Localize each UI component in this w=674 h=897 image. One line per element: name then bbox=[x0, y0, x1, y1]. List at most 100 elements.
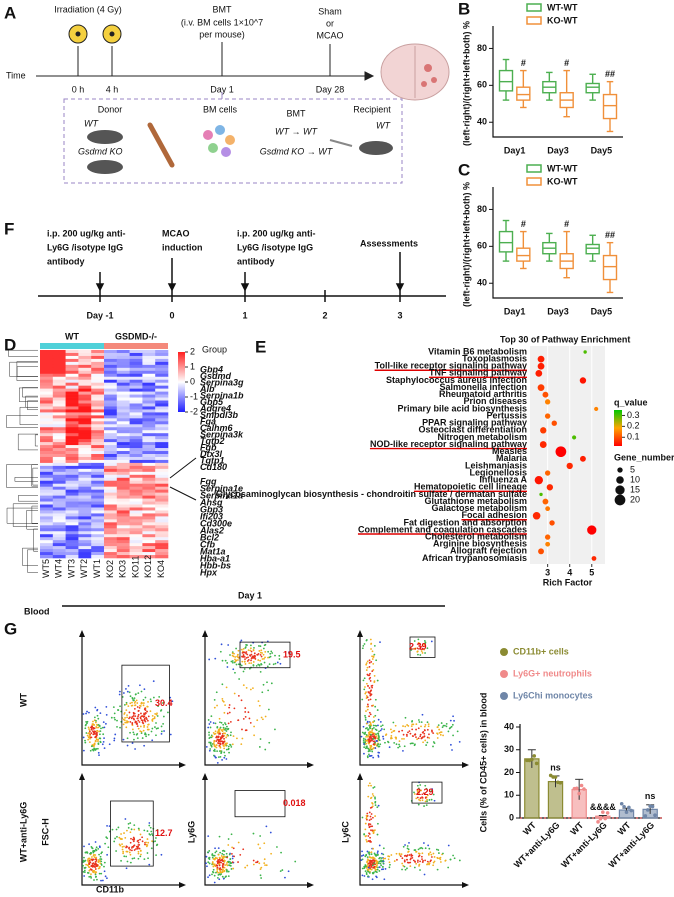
event-dot bbox=[123, 855, 126, 858]
row-label: WT+anti-Ly6G bbox=[18, 802, 28, 862]
box bbox=[585, 82, 600, 94]
event-dot bbox=[90, 856, 93, 858]
event-dot bbox=[376, 868, 379, 871]
heatmap-cell bbox=[155, 367, 169, 372]
event-dot bbox=[134, 715, 137, 718]
event-dot bbox=[90, 736, 93, 739]
event-dot bbox=[98, 730, 100, 733]
heatmap-cell bbox=[65, 480, 79, 485]
heatmap-cell bbox=[155, 498, 169, 502]
event-dot bbox=[218, 856, 221, 859]
event-dot bbox=[404, 716, 407, 719]
heatmap-cell bbox=[155, 350, 169, 354]
heatmap-cell bbox=[91, 525, 105, 529]
heatmap-cell bbox=[129, 525, 143, 529]
label: per mouse) bbox=[199, 29, 245, 39]
annotation: ## bbox=[605, 69, 615, 79]
y-tick-label: 60 bbox=[477, 80, 487, 90]
heatmap-cell bbox=[78, 531, 92, 535]
event-dot bbox=[361, 867, 364, 870]
event-dot bbox=[376, 740, 379, 742]
event-dot bbox=[131, 701, 133, 704]
label: Day 1 bbox=[238, 590, 262, 600]
event-dot bbox=[216, 750, 219, 753]
event-dot bbox=[133, 707, 136, 710]
legend-marker bbox=[500, 692, 508, 700]
event-dot bbox=[89, 730, 91, 733]
scale-label: -1 bbox=[190, 391, 198, 401]
heatmap-cell bbox=[104, 540, 118, 544]
event-dot bbox=[146, 852, 149, 854]
event-dot bbox=[218, 731, 221, 733]
event-dot bbox=[214, 851, 217, 854]
heatmap-cell bbox=[52, 361, 66, 366]
event-dot bbox=[264, 650, 267, 653]
event-dot bbox=[367, 699, 370, 701]
event-dot bbox=[365, 695, 368, 697]
heatmap-cell bbox=[104, 549, 118, 553]
label: 0 h bbox=[72, 84, 85, 94]
event-dot bbox=[260, 716, 263, 719]
event-dot bbox=[96, 709, 98, 712]
event-dot bbox=[87, 726, 90, 729]
heatmap-cell bbox=[104, 522, 118, 526]
event-dot bbox=[371, 750, 374, 753]
event-dot bbox=[370, 841, 372, 843]
scale-label: 0.2 bbox=[627, 421, 640, 431]
heatmap-cell bbox=[65, 350, 79, 354]
event-dot bbox=[439, 861, 442, 863]
heatmap-cell bbox=[116, 459, 130, 464]
heatmap-cell bbox=[142, 501, 156, 505]
event-dot bbox=[361, 647, 364, 650]
event-dot bbox=[398, 730, 400, 733]
pathway-label: Pertussis bbox=[486, 410, 527, 420]
event-dot bbox=[213, 743, 216, 746]
replicate-dot bbox=[622, 804, 626, 809]
heatmap-cell bbox=[129, 540, 143, 544]
event-dot bbox=[85, 863, 88, 866]
heatmap-cell bbox=[40, 531, 54, 535]
event-dot bbox=[126, 850, 129, 853]
event-dot bbox=[223, 869, 226, 872]
event-dot bbox=[451, 723, 454, 726]
heatmap-cell bbox=[40, 400, 54, 404]
event-dot bbox=[369, 694, 372, 697]
event-dot bbox=[88, 869, 91, 872]
heatmap-cell bbox=[129, 522, 143, 526]
event-dot bbox=[449, 743, 452, 746]
event-dot bbox=[370, 868, 372, 871]
heatmap-cell bbox=[155, 507, 169, 511]
dendrogram bbox=[6, 507, 38, 524]
event-dot bbox=[216, 868, 219, 870]
heatmap-cell bbox=[91, 412, 105, 416]
event-dot bbox=[83, 856, 85, 859]
event-dot bbox=[89, 861, 92, 864]
event-dot bbox=[223, 747, 226, 750]
box bbox=[602, 93, 618, 120]
heatmap-cell bbox=[91, 501, 105, 505]
annotation: ns bbox=[645, 791, 656, 801]
event-dot bbox=[225, 730, 228, 732]
event-dot bbox=[383, 728, 386, 731]
gene-label: Tgtp1 bbox=[200, 455, 225, 465]
event-dot bbox=[362, 854, 365, 857]
event-dot bbox=[152, 696, 155, 699]
heatmap-cell bbox=[52, 522, 66, 526]
heatmap-cell bbox=[116, 504, 130, 508]
event-dot bbox=[88, 711, 90, 714]
event-dot bbox=[374, 797, 376, 800]
event-dot bbox=[223, 737, 225, 740]
event-dot bbox=[427, 723, 430, 726]
event-dot bbox=[423, 735, 426, 738]
heatmap-cell bbox=[91, 382, 105, 386]
event-dot bbox=[362, 725, 365, 728]
heatmap-cell bbox=[52, 379, 66, 383]
event-dot bbox=[438, 728, 441, 731]
heatmap-cell bbox=[65, 501, 79, 505]
event-dot bbox=[420, 855, 423, 858]
event-dot bbox=[137, 852, 140, 855]
heatmap-cell bbox=[116, 358, 130, 363]
event-dot bbox=[256, 653, 258, 656]
event-dot bbox=[248, 667, 251, 670]
event-dot bbox=[212, 871, 215, 874]
